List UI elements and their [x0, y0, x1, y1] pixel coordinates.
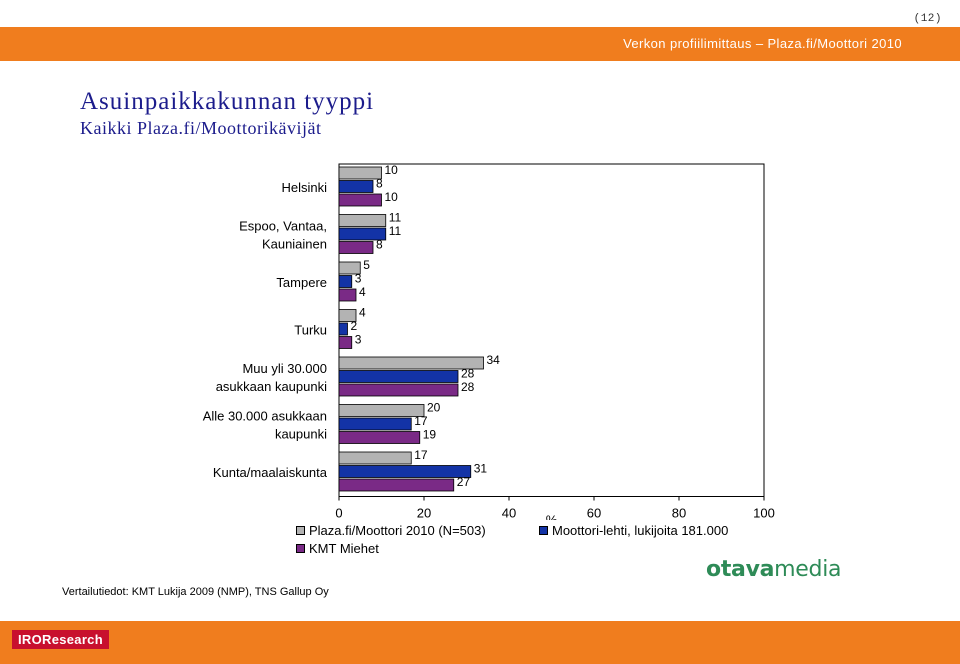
data-label: 20 — [427, 401, 441, 415]
legend-label: Moottori-lehti, lukijoita 181.000 — [552, 523, 729, 538]
data-label: 10 — [385, 163, 399, 177]
bar — [338, 288, 357, 302]
data-label: 11 — [389, 211, 402, 225]
bar — [338, 356, 484, 370]
data-label: 17 — [414, 448, 428, 462]
category-label: Kunta/maalaiskunta — [213, 465, 328, 480]
data-label: 8 — [376, 238, 383, 252]
header-band: Verkon profiilimittaus – Plaza.fi/Mootto… — [0, 27, 960, 61]
bar — [338, 261, 361, 275]
data-label: 27 — [457, 475, 471, 489]
data-label: 11 — [389, 224, 402, 238]
plot-frame — [338, 163, 765, 497]
bar — [338, 336, 353, 349]
bar — [338, 478, 455, 492]
x-tick-label: 100 — [753, 506, 775, 521]
legend-swatch — [296, 544, 305, 553]
x-tick-label: 40 — [502, 506, 516, 521]
data-label: 2 — [351, 319, 358, 333]
bar — [338, 370, 459, 383]
bar — [338, 241, 374, 254]
data-label: 4 — [359, 285, 366, 299]
x-axis-label: % — [546, 513, 558, 521]
x-tick-label: 0 — [335, 506, 342, 521]
category-label: asukkaan kaupunki — [216, 379, 327, 394]
category-label: kaupunki — [275, 426, 327, 441]
bar — [338, 431, 421, 444]
bar — [338, 417, 412, 431]
category-label: Espoo, Vantaa, — [239, 218, 327, 233]
data-label: 28 — [461, 380, 475, 394]
chart-subtitle: Kaikki Plaza.fi/Moottorikävijät — [80, 118, 322, 138]
category-label: Kauniainen — [262, 236, 327, 251]
bar-chart: Helsinki Espoo, Vantaa, Kauniainen Tampere T… — [203, 163, 775, 521]
data-label: 19 — [423, 428, 437, 442]
iroresearch-logo: IROResearch — [12, 630, 109, 649]
bar — [338, 227, 387, 241]
x-tick-label: 80 — [672, 506, 686, 521]
data-label: 8 — [376, 177, 383, 191]
legend-item: KMT Miehet — [296, 541, 379, 556]
bar — [338, 214, 387, 227]
x-tick-label: 60 — [587, 506, 601, 521]
page-number: 12 — [914, 13, 942, 25]
category-label: Tampere — [276, 275, 327, 290]
legend-item: Plaza.fi/Moottori 2010 (N=503) — [296, 523, 486, 538]
data-label: 3 — [355, 272, 362, 286]
bar — [338, 451, 412, 465]
legend-swatch — [296, 526, 305, 535]
bar — [338, 322, 348, 336]
data-label: 28 — [461, 367, 475, 381]
bar — [338, 404, 425, 417]
category-label: Turku — [294, 322, 327, 337]
bar — [338, 166, 382, 180]
bar — [338, 309, 357, 322]
data-label: 31 — [474, 462, 488, 476]
category-label: Alle 30.000 asukkaan — [203, 408, 327, 423]
data-label: 3 — [355, 333, 362, 347]
bar — [338, 180, 374, 193]
bar — [338, 193, 382, 207]
otavamedia-logo: otavamedia — [706, 557, 842, 582]
data-label: 5 — [363, 258, 370, 272]
source-note: Vertailutiedot: KMT Lukija 2009 (NMP), T… — [62, 586, 329, 598]
legend-item: Moottori-lehti, lukijoita 181.000 — [539, 523, 728, 538]
legend-label: Plaza.fi/Moottori 2010 (N=503) — [309, 523, 486, 538]
x-tick-label: 20 — [417, 506, 431, 521]
data-label: 10 — [385, 190, 399, 204]
header-title: Verkon profiilimittaus – Plaza.fi/Mootto… — [623, 36, 902, 51]
data-label: 17 — [414, 414, 428, 428]
category-label: Helsinki — [281, 180, 327, 195]
chart-legend: Plaza.fi/Moottori 2010 (N=503) Moottori-l… — [296, 523, 796, 563]
category-label: Muu yli 30.000 — [242, 361, 327, 376]
legend-label: KMT Miehet — [309, 541, 379, 556]
bar — [338, 465, 472, 478]
bar — [338, 275, 353, 288]
chart-title: Asuinpaikkakunnan tyyppi — [80, 88, 375, 115]
legend-swatch — [539, 526, 548, 535]
bar — [338, 383, 459, 397]
data-label: 4 — [359, 306, 366, 320]
footer-band: IROResearch — [0, 621, 960, 664]
data-label: 34 — [487, 353, 501, 367]
